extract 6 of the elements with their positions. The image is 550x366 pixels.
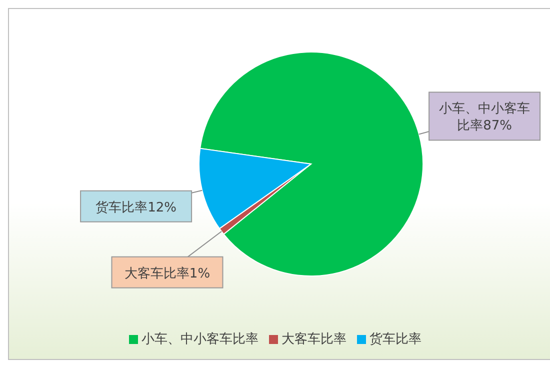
legend-label: 大客车比率	[282, 332, 346, 347]
data-label: 小车、中小客车比率87%	[439, 100, 530, 134]
data-label: 货车比率12%	[96, 199, 176, 216]
data-label: 大客车比率1%	[124, 265, 210, 282]
legend-label: 小车、中小客车比率	[142, 332, 258, 347]
legend-label: 货车比率	[370, 332, 422, 347]
